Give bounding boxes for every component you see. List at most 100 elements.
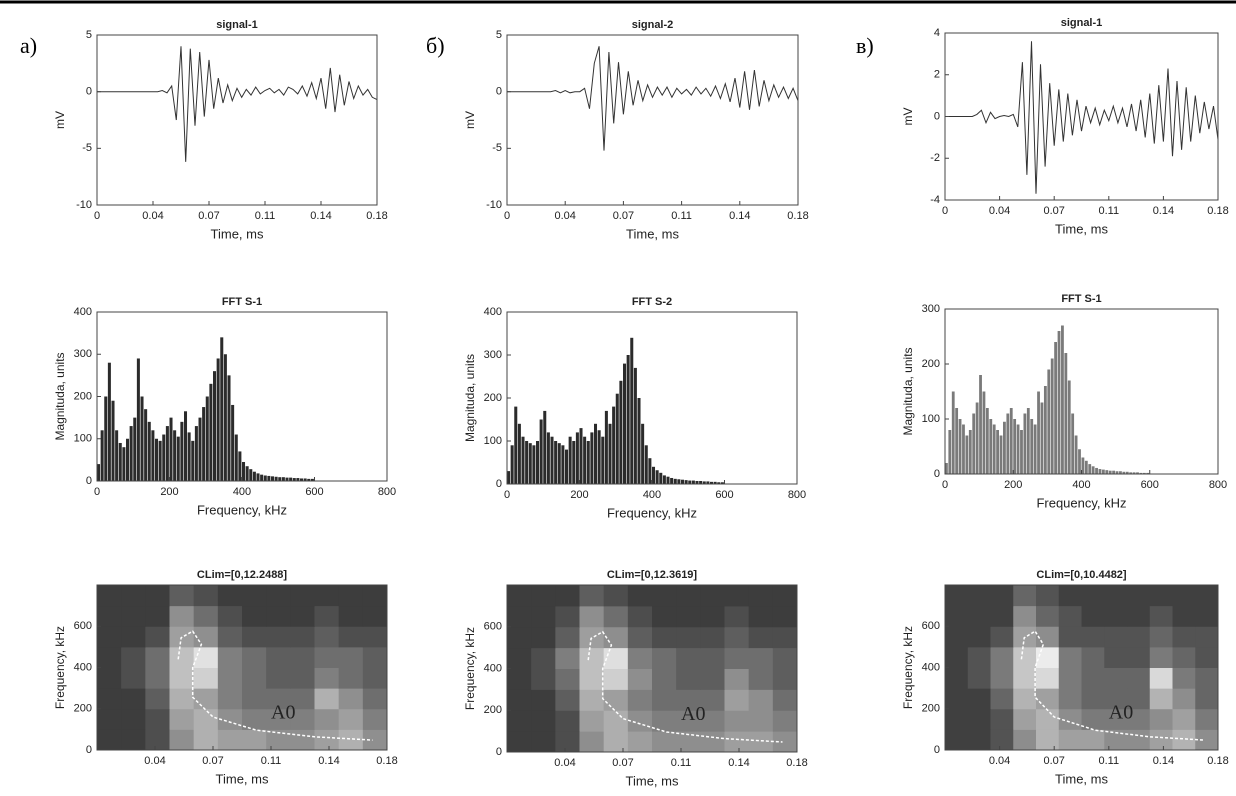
heat-cell: [121, 729, 146, 751]
bar: [220, 337, 224, 481]
bar: [104, 396, 108, 481]
bar: [1061, 325, 1064, 474]
heat-cell: [1058, 646, 1082, 668]
plot-area: [507, 35, 798, 205]
heat-cell: [266, 646, 291, 668]
bar: [514, 406, 518, 484]
heat-cell: [945, 605, 969, 627]
heat-cell: [1058, 708, 1082, 730]
x-axis-label: Time, ms: [626, 226, 679, 241]
x-tick-label: 400: [1072, 479, 1090, 491]
heat-cell: [945, 646, 969, 668]
bar: [1112, 470, 1116, 474]
x-tick-label: 0.18: [786, 757, 807, 769]
heat-cell: [338, 688, 364, 710]
heat-cell: [627, 626, 653, 649]
bar: [1013, 419, 1017, 474]
bar: [1030, 419, 1034, 474]
heat-cell: [603, 689, 629, 711]
heat-cell: [193, 626, 219, 648]
heat-cell: [169, 667, 195, 689]
heat-cell: [627, 647, 653, 669]
y-tick-label: 300: [74, 348, 92, 360]
heat-cell: [1104, 585, 1128, 607]
heat-cell: [338, 605, 364, 627]
plot-area: [945, 33, 1218, 200]
heat-cell: [579, 668, 605, 690]
bar: [982, 391, 986, 474]
bar: [655, 470, 659, 484]
heat-cell: [193, 708, 219, 730]
heat-cell: [145, 667, 170, 689]
bar: [539, 419, 543, 484]
heat-cell: [1058, 585, 1082, 607]
heat-cell: [627, 605, 653, 628]
bar: [641, 423, 645, 484]
chart-title: signal-1: [1061, 17, 1103, 29]
bar: [118, 442, 122, 481]
heat-cell: [1036, 626, 1060, 648]
signal-line: [507, 46, 799, 151]
heat-cell: [362, 626, 388, 648]
bar: [691, 480, 695, 484]
bar: [604, 410, 608, 484]
x-tick-label: 400: [643, 489, 661, 501]
bar: [699, 480, 703, 484]
heat-cell: [676, 668, 701, 690]
x-tick-label: 0.04: [144, 755, 165, 767]
bar: [677, 479, 681, 484]
heat-cell: [627, 689, 653, 711]
bar: [223, 354, 227, 481]
y-axis-label: Frequency, kHz: [463, 627, 477, 710]
heat-cell: [1058, 626, 1082, 648]
x-tick-label: 0: [504, 210, 510, 222]
bar: [1078, 449, 1081, 474]
y-tick-label: 5: [496, 29, 502, 41]
bar: [122, 447, 126, 481]
bar: [162, 434, 166, 481]
bar: [1122, 471, 1126, 474]
heat-cell: [724, 731, 750, 753]
bar: [1136, 472, 1139, 474]
heat-cell: [338, 646, 364, 668]
heat-cell: [579, 605, 605, 628]
y-tick-label: 2: [934, 69, 940, 81]
heat-cell: [242, 626, 267, 648]
y-tick-label: -10: [76, 199, 92, 211]
bar: [633, 367, 637, 484]
heat-cell: [507, 668, 532, 690]
heat-cell: [1172, 646, 1196, 668]
heat-cell: [1036, 605, 1060, 627]
bar: [644, 445, 648, 484]
heat-cell: [990, 708, 1014, 730]
heat-cell: [338, 626, 364, 648]
bar: [1129, 472, 1133, 474]
y-tick-label: 0: [86, 744, 92, 756]
bar: [659, 472, 663, 484]
bar: [543, 410, 547, 484]
x-axis-label: Time, ms: [1055, 771, 1108, 786]
axes-frame: [506, 34, 799, 206]
heat-cell: [1195, 646, 1219, 668]
y-tick-label: 600: [922, 620, 940, 632]
bar: [575, 432, 579, 484]
bar: [140, 396, 144, 481]
x-tick-label: 0.11: [1099, 755, 1120, 767]
bar: [528, 443, 532, 484]
panel-label: б): [426, 33, 445, 58]
bar: [1020, 430, 1023, 474]
heat-cell: [652, 689, 677, 711]
y-axis-label: Magnituda, units: [53, 352, 67, 440]
heat-cell: [652, 647, 677, 669]
heat-cell: [97, 646, 122, 668]
heat-cell: [362, 708, 388, 730]
x-tick-label: 0.04: [554, 210, 575, 222]
panel-label: а): [20, 33, 37, 58]
bar: [165, 426, 169, 481]
heat-cell: [531, 647, 556, 669]
chart-title: FFT S-2: [632, 296, 672, 308]
heat-cell: [772, 668, 798, 690]
heat-cell: [290, 605, 315, 627]
bar: [129, 426, 133, 481]
bar: [151, 430, 155, 481]
